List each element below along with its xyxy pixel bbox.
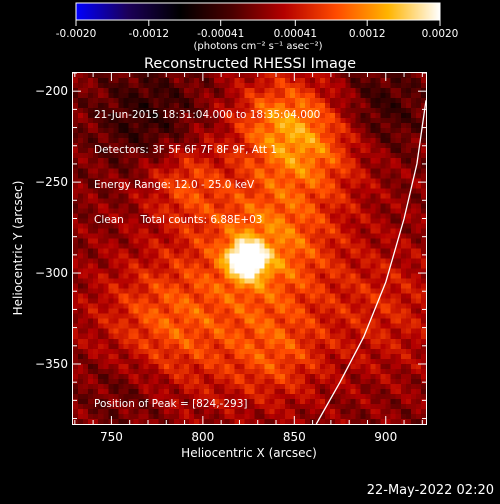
x-tick-label: 750	[100, 430, 123, 444]
x-tick-label: 900	[374, 430, 397, 444]
colorbar-tick-label: 0.0012	[349, 28, 386, 40]
x-tick-label: 850	[283, 430, 306, 444]
y-tick-label: −200	[35, 84, 68, 98]
colorbar-ticks: -0.0020 -0.0012 -0.00041 0.00041 0.0012 0.002…	[56, 20, 459, 40]
heatmap-image	[73, 73, 426, 424]
footer-date: 22-May-2022 02:20	[366, 483, 494, 498]
colorbar-tick-label: 0.00041	[274, 28, 317, 40]
x-tick-label: 800	[191, 430, 214, 444]
colorbar	[75, 2, 441, 21]
axes: 750 800 850 900 −200 −250 −300 −350	[35, 72, 426, 444]
y-tick-label: −250	[35, 175, 68, 189]
chart-title: Reconstructed RHESSI Image	[144, 56, 356, 72]
y-tick-label: −300	[35, 266, 68, 280]
plot-frame	[72, 72, 427, 425]
colorbar-tick-label: -0.0012	[129, 28, 170, 40]
heatmap-raster	[73, 73, 426, 424]
colorbar-units: (photons cm⁻² s⁻¹ asec⁻²)	[193, 41, 322, 52]
solar-limb-curve	[315, 100, 427, 425]
y-axis-label: Heliocentric Y (arcsec)	[11, 181, 25, 316]
colorbar-tick-label: 0.0020	[422, 28, 459, 40]
y-tick-label: −350	[35, 357, 68, 371]
x-axis-label: Heliocentric X (arcsec)	[181, 446, 317, 460]
peak-position-label: Position of Peak = [824,-293]	[94, 398, 248, 410]
colorbar-tick-label: -0.00041	[197, 28, 244, 40]
colorbar-tick-label: -0.0020	[56, 28, 97, 40]
